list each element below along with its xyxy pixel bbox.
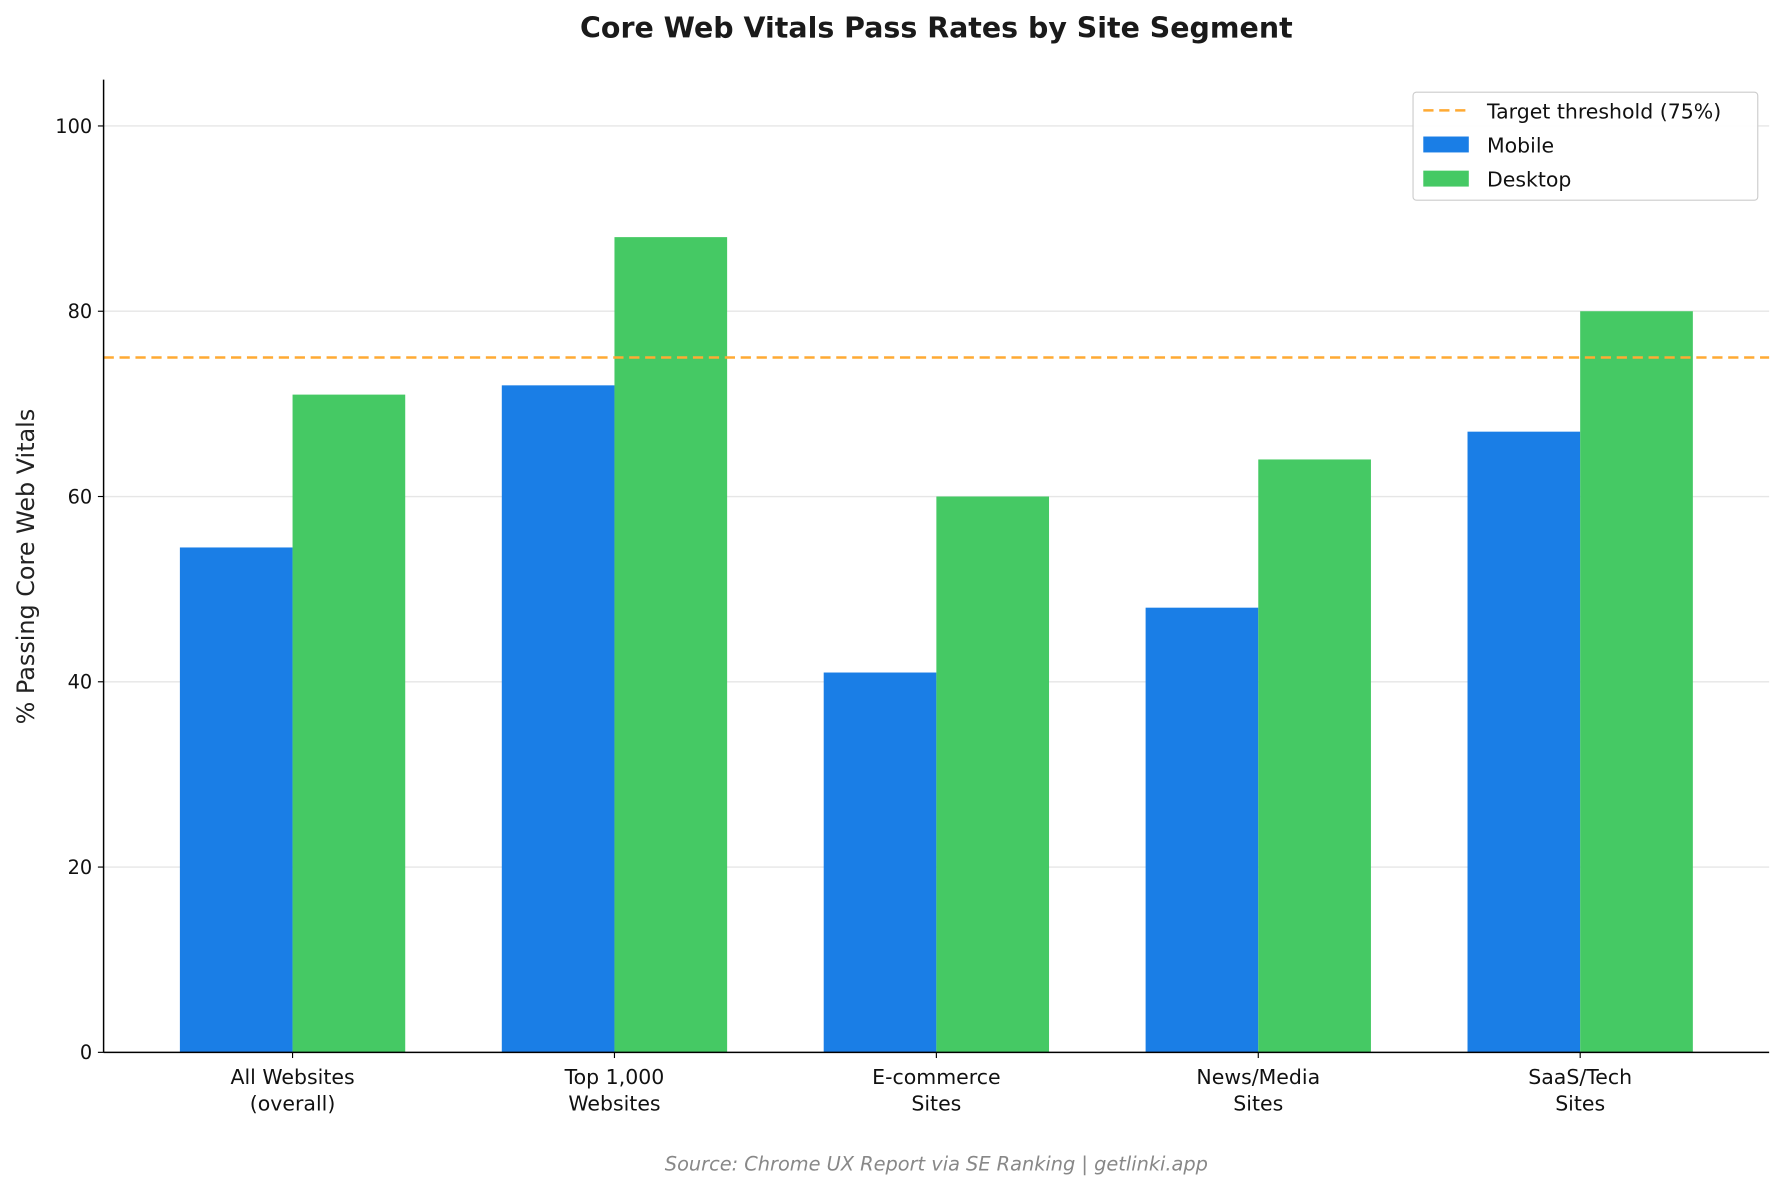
x-tick-label: (overall) <box>250 1091 336 1115</box>
desktop-bar <box>1258 459 1371 1053</box>
legend-desktop-swatch <box>1423 170 1469 187</box>
legend-mobile-swatch <box>1423 136 1469 153</box>
y-tick-label: 0 <box>80 1041 92 1064</box>
x-tick-label: All Websites <box>230 1065 354 1089</box>
y-tick-label: 20 <box>68 856 93 879</box>
mobile-bar <box>501 385 615 1053</box>
legend-mobile-label: Mobile <box>1487 133 1554 157</box>
x-tick-label: E-commerce <box>872 1065 1000 1089</box>
legend-threshold-label: Target threshold (75%) <box>1486 99 1721 123</box>
x-tick-label: SaaS/Tech <box>1528 1065 1632 1089</box>
mobile-bar <box>179 547 293 1053</box>
desktop-bar <box>292 394 406 1053</box>
chart-title: Core Web Vitals Pass Rates by Site Segme… <box>580 12 1293 45</box>
mobile-bar <box>823 672 937 1053</box>
mobile-bar <box>1145 607 1259 1053</box>
legend: Target threshold (75%) Mobile Desktop <box>1412 91 1759 201</box>
x-tick-label: Sites <box>1233 1091 1283 1115</box>
mobile-bar <box>1467 431 1581 1053</box>
x-tick-label: Sites <box>1555 1091 1605 1115</box>
x-tick-label: News/Media <box>1196 1065 1320 1089</box>
desktop-bar <box>1580 311 1693 1053</box>
x-tick-label: Sites <box>911 1091 961 1115</box>
x-tick-label: Websites <box>568 1091 660 1115</box>
x-tick-label: Top 1,000 <box>564 1065 665 1089</box>
y-ticks: 0 20 40 60 80 100 <box>55 115 104 1064</box>
y-tick-label: 60 <box>68 485 93 508</box>
y-axis-label: % Passing Core Web Vitals <box>12 409 40 725</box>
source-note: Source: Chrome UX Report via SE Ranking … <box>665 1153 1208 1176</box>
y-tick-label: 80 <box>68 300 93 323</box>
y-tick-label: 100 <box>55 115 92 138</box>
y-tick-label: 40 <box>68 671 93 694</box>
legend-desktop-label: Desktop <box>1487 168 1571 192</box>
desktop-bar <box>614 237 728 1053</box>
bars <box>179 237 1693 1053</box>
desktop-bar <box>936 496 1050 1053</box>
